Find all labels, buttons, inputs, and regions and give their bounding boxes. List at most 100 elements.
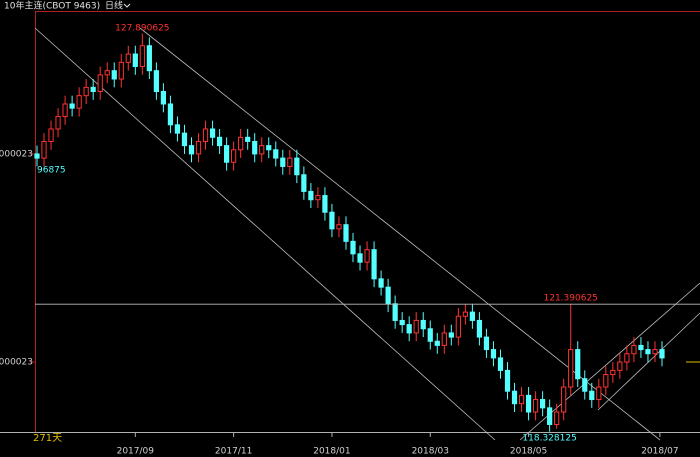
period-chevron[interactable] bbox=[123, 3, 131, 8]
candle-body bbox=[476, 319, 483, 338]
candle-body bbox=[371, 249, 377, 280]
trend-line bbox=[34, 27, 496, 441]
candle-body bbox=[385, 286, 391, 305]
candle-body bbox=[160, 91, 167, 105]
candle-body bbox=[146, 45, 152, 72]
candle-body bbox=[195, 140, 202, 155]
candle-body bbox=[336, 224, 342, 230]
candle-body bbox=[448, 332, 454, 338]
x-tick-label: 2017/11 bbox=[215, 447, 252, 457]
day-count: 271天 bbox=[33, 433, 62, 444]
candle-body bbox=[216, 136, 223, 147]
candle-body bbox=[125, 53, 131, 63]
candle-body bbox=[575, 349, 581, 380]
x-tick-label: 2018/05 bbox=[510, 447, 547, 457]
candle-body bbox=[202, 128, 209, 142]
candle-body bbox=[617, 361, 623, 371]
trend-line bbox=[597, 312, 700, 411]
candle-body bbox=[350, 240, 356, 255]
candle-body bbox=[62, 103, 68, 117]
candle-body bbox=[181, 132, 188, 147]
candle-body bbox=[118, 61, 124, 80]
candle-body bbox=[540, 399, 546, 409]
candle-body bbox=[603, 374, 609, 388]
candle-body bbox=[188, 145, 195, 155]
y-tick-label: 120.000023 bbox=[0, 358, 33, 368]
candle-body bbox=[55, 115, 61, 130]
candle-body bbox=[301, 174, 307, 192]
candle-body bbox=[490, 349, 497, 359]
trend-line bbox=[139, 27, 661, 441]
candle-body bbox=[252, 140, 258, 155]
x-tick-label: 2018/07 bbox=[641, 447, 678, 457]
candle-body bbox=[97, 74, 103, 93]
candle-body bbox=[399, 319, 405, 326]
price-annotation: 127.890625 bbox=[115, 24, 169, 34]
candle-body bbox=[83, 86, 89, 97]
candle-body bbox=[406, 324, 412, 334]
price-annotation: 121.390625 bbox=[544, 294, 598, 304]
candle-body bbox=[547, 407, 553, 426]
candle-body bbox=[111, 70, 117, 80]
candle-body bbox=[568, 349, 574, 388]
candle-body bbox=[645, 349, 651, 355]
x-tick-label: 2018/03 bbox=[412, 447, 449, 457]
candle-body bbox=[497, 357, 504, 371]
candle-body bbox=[434, 340, 440, 346]
candle-body bbox=[357, 253, 363, 263]
candle-body bbox=[104, 70, 110, 76]
candle-body bbox=[41, 140, 47, 159]
candle-body bbox=[420, 319, 426, 330]
candle-body bbox=[308, 190, 314, 201]
candle-body bbox=[659, 349, 665, 359]
candle-body bbox=[69, 103, 75, 109]
candle-body bbox=[525, 394, 532, 413]
candle-body bbox=[469, 311, 476, 321]
candle-body bbox=[364, 249, 370, 263]
candle-body bbox=[392, 303, 398, 321]
candle-body bbox=[259, 145, 265, 155]
x-tick-label: 2018/01 bbox=[313, 447, 350, 457]
candle-body bbox=[231, 149, 237, 163]
candle-body bbox=[90, 86, 96, 93]
candle-body bbox=[315, 195, 321, 201]
candle-body bbox=[427, 328, 433, 342]
candle-body bbox=[483, 336, 490, 351]
x-tick-label: 2017/09 bbox=[117, 447, 155, 457]
candle-body bbox=[532, 399, 539, 413]
candle-body bbox=[561, 386, 567, 413]
candle-body bbox=[153, 70, 159, 93]
candle-body bbox=[48, 128, 54, 142]
candle-body bbox=[589, 390, 595, 401]
candle-body bbox=[209, 128, 216, 138]
candle-body bbox=[34, 153, 40, 159]
price-annotation: 96875 bbox=[37, 166, 66, 176]
candle-body bbox=[596, 386, 602, 401]
candle-body bbox=[273, 149, 279, 159]
candle-body bbox=[441, 332, 447, 346]
candle-body bbox=[518, 394, 525, 405]
candle-body bbox=[582, 378, 588, 392]
candle-body bbox=[245, 136, 251, 142]
candle-body bbox=[511, 390, 518, 405]
candle-body bbox=[462, 311, 468, 317]
y-tick-label: 125.000023 bbox=[0, 149, 33, 159]
candle-body bbox=[238, 136, 244, 151]
candle-body bbox=[343, 224, 349, 242]
candle-body bbox=[638, 344, 644, 351]
candle-body bbox=[132, 53, 138, 68]
candle-body bbox=[287, 157, 293, 167]
period-selector[interactable]: 日线 bbox=[105, 0, 123, 12]
candle-body bbox=[455, 315, 461, 338]
candle-body bbox=[167, 103, 174, 126]
price-annotation: 118.328125 bbox=[522, 434, 576, 444]
candle-body bbox=[610, 369, 616, 376]
candle-body bbox=[504, 369, 511, 392]
candle-body bbox=[554, 411, 560, 426]
candle-body bbox=[652, 349, 658, 355]
candle-body bbox=[76, 95, 82, 109]
candle-body bbox=[294, 157, 300, 176]
chart-title: 10年主连(CBOT 9463) bbox=[4, 0, 100, 12]
candle-body bbox=[378, 278, 384, 288]
